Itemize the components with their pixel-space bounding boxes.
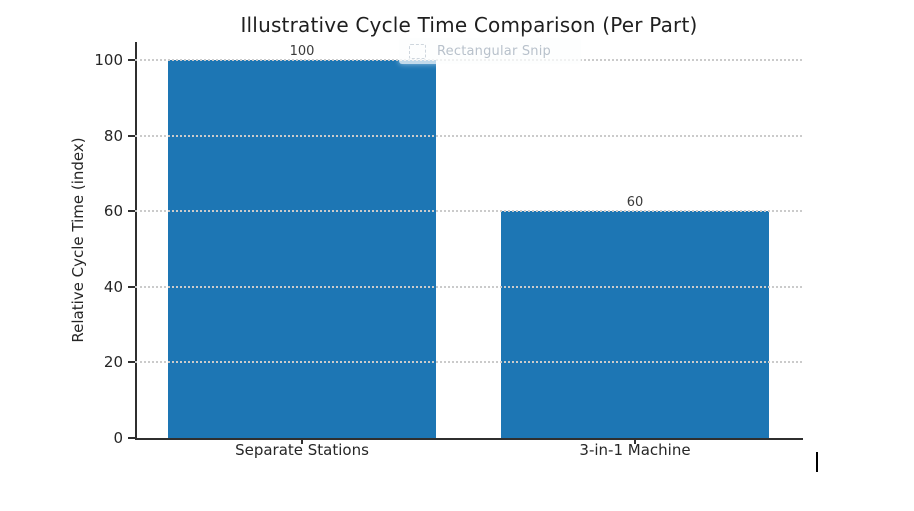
y-tick-label: 40	[103, 278, 123, 296]
y-tick-label: 0	[113, 429, 123, 447]
snip-tooltip-label: Rectangular Snip	[437, 43, 551, 59]
y-axis-label: Relative Cycle Time (index)	[69, 137, 87, 343]
x-axis-spine	[135, 438, 803, 440]
gridline-y20	[135, 361, 802, 363]
y-tick-mark	[128, 135, 135, 137]
y-axis-spine	[135, 42, 137, 439]
snip-tooltip: Rectangular Snip	[399, 38, 581, 64]
y-tick-label: 60	[103, 202, 123, 220]
x-tick-label: Separate Stations	[235, 441, 369, 459]
rectangular-snip-icon	[409, 43, 426, 59]
gridline-y40	[135, 286, 802, 288]
y-tick-mark	[128, 210, 135, 212]
y-tick-label: 80	[103, 127, 123, 145]
x-tick-mark	[634, 438, 636, 444]
bar-value-label: 60	[626, 195, 644, 210]
y-tick-label: 20	[103, 353, 123, 371]
bar-2	[501, 211, 769, 438]
y-tick-label: 100	[94, 51, 123, 69]
text-cursor-artifact	[816, 452, 818, 472]
bar-1	[168, 60, 436, 438]
y-tick-mark	[128, 361, 135, 363]
x-tick-label: 3-in-1 Machine	[579, 441, 691, 459]
chart-title: Illustrative Cycle Time Comparison (Per …	[240, 13, 698, 37]
y-tick-mark	[128, 59, 135, 61]
bar-value-label: 100	[289, 44, 315, 59]
gridline-y60	[135, 210, 802, 212]
gridline-y80	[135, 135, 802, 137]
y-tick-mark	[128, 437, 135, 439]
x-tick-mark	[301, 438, 303, 444]
y-tick-mark	[128, 286, 135, 288]
